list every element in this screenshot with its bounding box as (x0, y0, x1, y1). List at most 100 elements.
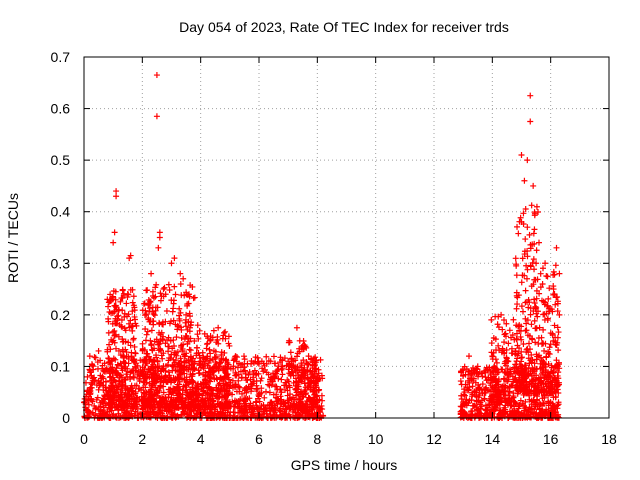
data-point (105, 315, 112, 322)
data-point (312, 354, 319, 361)
data-point (275, 366, 282, 373)
data-point (274, 395, 281, 402)
data-point (254, 404, 261, 411)
data-point (143, 411, 150, 418)
data-point (268, 381, 275, 388)
data-point (85, 401, 92, 408)
x-tick-label: 18 (601, 431, 617, 447)
data-point (92, 354, 99, 361)
data-point (186, 409, 193, 416)
data-point (281, 400, 288, 407)
data-point (230, 365, 237, 372)
y-tick-label: 0.3 (51, 255, 71, 271)
data-point (154, 357, 161, 364)
data-point (261, 394, 268, 401)
data-point (270, 391, 277, 398)
data-point (270, 370, 277, 377)
data-point (260, 368, 267, 375)
x-tick-label: 4 (197, 431, 205, 447)
x-tick-label: 16 (543, 431, 559, 447)
data-point (195, 367, 202, 374)
data-point (263, 369, 270, 376)
data-point (249, 406, 256, 413)
data-point (296, 412, 303, 419)
data-point (88, 381, 95, 388)
data-point (277, 386, 284, 393)
data-point (318, 392, 325, 399)
data-point (235, 371, 242, 378)
data-point (300, 357, 307, 364)
y-tick-label: 0.2 (51, 307, 71, 323)
data-point (244, 409, 251, 416)
data-point (84, 414, 91, 421)
data-point (315, 370, 322, 377)
data-point (232, 372, 239, 379)
data-point (85, 397, 92, 404)
data-point (256, 398, 263, 405)
data-point (267, 378, 274, 385)
data-point (103, 378, 110, 385)
data-point (236, 388, 243, 395)
data-point (161, 414, 168, 421)
data-point (129, 357, 136, 364)
data-point (150, 411, 157, 418)
y-tick-label: 0.6 (51, 101, 71, 117)
data-point (232, 381, 239, 388)
data-point (123, 371, 130, 378)
data-point (271, 374, 278, 381)
data-point (88, 372, 95, 379)
data-point (123, 414, 130, 421)
data-point (86, 388, 93, 395)
data-point (234, 354, 241, 361)
data-point (276, 414, 283, 421)
data-point (86, 408, 93, 415)
data-point (277, 408, 284, 415)
data-point (91, 354, 98, 361)
data-point (111, 327, 118, 334)
data-point (283, 405, 290, 412)
data-point (254, 388, 261, 395)
data-point (227, 408, 234, 415)
data-point (84, 373, 91, 380)
data-point (81, 395, 88, 402)
data-point (132, 408, 139, 415)
x-tick-label: 8 (313, 431, 321, 447)
data-point (92, 405, 99, 412)
x-tick-label: 12 (426, 431, 442, 447)
data-point (258, 389, 265, 396)
data-point (117, 298, 124, 305)
data-point (131, 411, 138, 418)
data-point (266, 389, 273, 396)
data-point (243, 389, 250, 396)
data-point (254, 354, 261, 361)
data-point (217, 409, 224, 416)
data-point (279, 371, 286, 378)
data-point (289, 408, 296, 415)
x-tick-label: 6 (255, 431, 263, 447)
data-point (243, 405, 250, 412)
data-point (278, 376, 285, 383)
data-point (247, 400, 254, 407)
data-point (267, 399, 274, 406)
data-point (242, 396, 249, 403)
data-point (272, 406, 279, 413)
chart-title: Day 054 of 2023, Rate Of TEC Index for r… (179, 19, 509, 35)
data-point (171, 413, 178, 420)
data-point (279, 357, 286, 364)
data-point (246, 368, 253, 375)
data-point (272, 360, 279, 367)
data-point (89, 409, 96, 416)
data-point (136, 385, 143, 392)
data-point (261, 406, 268, 413)
data-point (272, 383, 279, 390)
data-point (283, 383, 290, 390)
data-point (164, 413, 171, 420)
x-axis-label: GPS time / hours (291, 457, 398, 473)
x-tick-label: 2 (138, 431, 146, 447)
data-point (163, 408, 170, 415)
data-point (234, 364, 241, 371)
data-point (263, 353, 270, 360)
data-point (241, 353, 248, 360)
data-point (178, 375, 185, 382)
data-point (112, 296, 119, 303)
